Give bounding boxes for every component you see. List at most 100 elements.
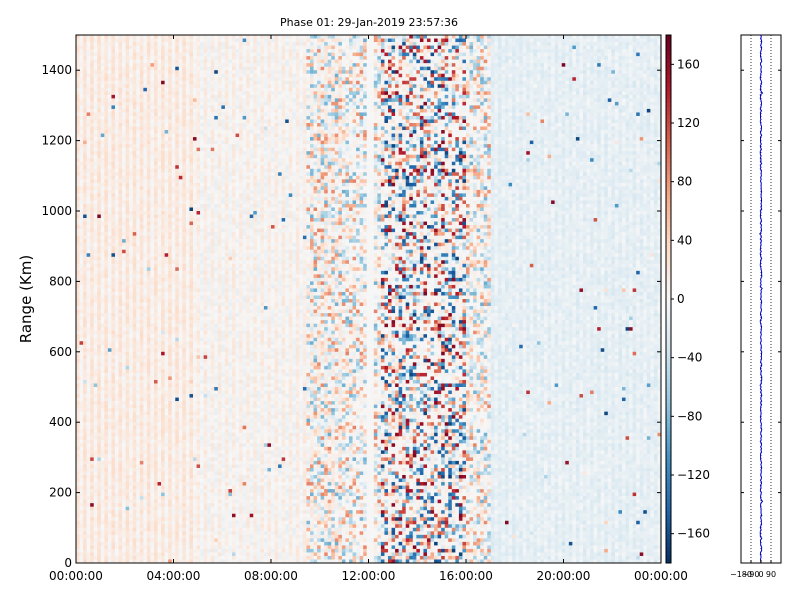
heatmap-cell — [94, 299, 98, 303]
heatmap-cell — [143, 141, 147, 145]
heatmap-cell — [126, 457, 130, 461]
heatmap-cell — [76, 496, 80, 500]
heatmap-cell — [104, 471, 108, 475]
heatmap-cell — [115, 394, 119, 398]
heatmap-cell — [158, 507, 162, 511]
heatmap-cell — [101, 49, 105, 53]
heatmap-cell — [115, 295, 119, 299]
heatmap-cell — [161, 317, 165, 321]
heatmap-cell — [172, 42, 176, 46]
heatmap-cell — [147, 229, 151, 233]
heatmap-cell — [133, 549, 137, 553]
heatmap-cell — [147, 373, 151, 377]
heatmap-cell — [168, 306, 172, 310]
heatmap-cell — [140, 155, 144, 159]
heatmap-cell — [101, 84, 105, 88]
heatmap-cell — [90, 232, 94, 236]
heatmap-cell — [104, 535, 108, 539]
heatmap-cell — [175, 369, 179, 373]
heatmap-cell — [111, 433, 115, 437]
heatmap-cell — [101, 211, 105, 215]
heatmap-cell — [168, 426, 172, 430]
heatmap-cell — [97, 67, 101, 71]
heatmap-cell — [97, 464, 101, 468]
heatmap-cell — [140, 172, 144, 176]
heatmap-cell — [76, 503, 80, 507]
heatmap-cell — [179, 74, 183, 78]
heatmap-cell — [119, 84, 123, 88]
heatmap-cell — [136, 450, 140, 454]
heatmap-cell — [147, 53, 151, 57]
heatmap-cell — [87, 440, 91, 444]
heatmap-cell — [161, 500, 165, 504]
heatmap-cell — [108, 538, 112, 542]
heatmap-cell — [172, 243, 176, 247]
heatmap-cell — [175, 232, 179, 236]
heatmap-cell — [133, 496, 137, 500]
heatmap-cell — [168, 141, 172, 145]
heatmap-cell — [108, 95, 112, 99]
heatmap-cell — [165, 429, 169, 433]
heatmap-cell — [90, 257, 94, 261]
heatmap-cell — [80, 127, 84, 131]
heatmap-cell — [76, 229, 80, 233]
heatmap-cell — [108, 514, 112, 518]
heatmap-cell — [108, 53, 112, 57]
heatmap-cell — [83, 222, 87, 226]
heatmap-cell — [90, 306, 94, 310]
heatmap-cell — [129, 482, 133, 486]
heatmap-cell — [94, 383, 98, 387]
heatmap-cell — [158, 155, 162, 159]
heatmap-cell — [122, 151, 126, 155]
heatmap-cell — [158, 528, 162, 532]
heatmap-cell — [76, 422, 80, 426]
heatmap-cell — [133, 493, 137, 497]
heatmap-cell — [147, 341, 151, 345]
heatmap-cell — [147, 292, 151, 296]
heatmap-cell — [104, 102, 108, 106]
heatmap-cell — [133, 81, 137, 85]
heatmap-cell — [94, 545, 98, 549]
heatmap-cell — [168, 447, 172, 451]
heatmap-cell — [76, 253, 80, 257]
heatmap-cell — [76, 74, 80, 78]
heatmap-cell — [136, 552, 140, 556]
heatmap-cell — [87, 53, 91, 57]
heatmap-cell — [168, 489, 172, 493]
heatmap-cell — [111, 35, 115, 39]
heatmap-cell — [104, 105, 108, 109]
heatmap-cell — [90, 408, 94, 412]
heatmap-cell — [101, 271, 105, 275]
heatmap-cell — [87, 496, 91, 500]
heatmap-cell — [161, 380, 165, 384]
heatmap-cell — [165, 91, 169, 95]
heatmap-cell — [150, 274, 154, 278]
heatmap-cell — [119, 493, 123, 497]
heatmap-cell — [111, 151, 115, 155]
heatmap-cell — [154, 288, 158, 292]
heatmap-cell — [97, 130, 101, 134]
heatmap-cell — [126, 165, 130, 169]
heatmap-cell — [136, 317, 140, 321]
heatmap-cell — [97, 471, 101, 475]
heatmap-cell — [150, 281, 154, 285]
heatmap-cell — [168, 70, 172, 74]
heatmap-cell — [129, 274, 133, 278]
heatmap-cell — [158, 538, 162, 542]
heatmap-cell — [97, 493, 101, 497]
heatmap-cell — [119, 295, 123, 299]
heatmap-cell — [90, 179, 94, 183]
heatmap-cell — [154, 232, 158, 236]
heatmap-cell — [154, 148, 158, 152]
heatmap-cell — [104, 162, 108, 166]
heatmap-cell — [161, 102, 165, 106]
heatmap-cell — [133, 130, 137, 134]
heatmap-cell — [122, 521, 126, 525]
heatmap-cell — [111, 267, 115, 271]
heatmap-cell — [129, 440, 133, 444]
heatmap-cell — [150, 556, 154, 560]
heatmap-cell — [158, 549, 162, 553]
heatmap-cell — [133, 517, 137, 521]
heatmap-cell — [111, 412, 115, 416]
heatmap-cell — [115, 63, 119, 67]
